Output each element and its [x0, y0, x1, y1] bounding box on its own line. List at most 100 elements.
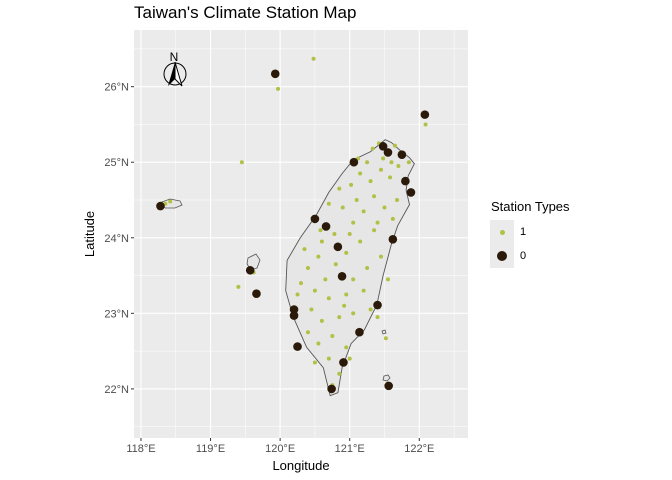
station-point-type0: [349, 157, 359, 167]
station-point-type1: [423, 122, 428, 127]
station-point-type1: [312, 360, 317, 365]
north-arrow-label: N: [170, 50, 179, 64]
station-point-type1: [383, 336, 388, 341]
station-point-type1: [381, 156, 386, 161]
station-point-type0: [270, 69, 280, 79]
station-point-type0: [321, 222, 331, 231]
station-point-type0: [310, 214, 320, 224]
station-point-type0: [252, 289, 261, 298]
station-point-type1: [406, 160, 411, 165]
station-point-type1: [344, 250, 349, 255]
station-point-type1: [337, 186, 342, 191]
station-point-type1: [388, 175, 393, 180]
station-point-type1: [239, 160, 244, 165]
station-point-type0: [293, 342, 302, 351]
station-point-type1: [389, 160, 394, 165]
station-point-type1: [347, 356, 352, 361]
station-point-type1: [312, 288, 317, 293]
station-point-type1: [358, 171, 363, 176]
station-point-type1: [337, 371, 342, 376]
station-point-type1: [375, 315, 380, 320]
x-tick-label: 119°E: [196, 443, 225, 455]
station-point-type1: [396, 164, 401, 168]
station-point-type1: [340, 205, 345, 210]
y-axis-ticks: 22°N 23°N 24°N 25°N 26°N: [104, 82, 134, 396]
station-point-type1: [344, 292, 349, 297]
station-point-type0: [384, 381, 393, 391]
station-point-type1: [305, 266, 310, 270]
station-point-type1: [351, 311, 356, 316]
station-point-type1: [375, 220, 380, 225]
station-point-type1: [323, 277, 328, 282]
station-point-type1: [372, 228, 377, 233]
station-point-type1: [305, 330, 310, 335]
graticule: [134, 30, 468, 438]
station-point-type0: [327, 384, 336, 394]
station-point-type1: [385, 277, 390, 282]
stations-type-0: [156, 69, 430, 394]
station-point-type1: [351, 277, 356, 282]
station-point-type0: [397, 150, 407, 159]
station-point-type1: [390, 216, 395, 221]
station-point-type0: [289, 311, 299, 320]
station-point-type1: [392, 143, 397, 148]
station-point-type1: [311, 56, 316, 61]
station-point-type1: [372, 194, 377, 199]
x-tick-label: 122°E: [404, 443, 434, 455]
island-orchid: [382, 374, 391, 382]
station-point-type1: [319, 239, 324, 244]
station-point-type1: [236, 284, 241, 289]
station-point-type1: [316, 341, 321, 346]
x-tick-label: 121°E: [335, 443, 365, 455]
station-point-type1: [326, 356, 331, 361]
station-point-type1: [395, 198, 400, 202]
station-point-type1: [370, 146, 375, 151]
station-point-type0: [156, 201, 165, 211]
station-point-type1: [337, 315, 342, 320]
station-point-type1: [361, 288, 366, 293]
outlying-islands: [161, 198, 391, 382]
station-point-type0: [289, 305, 299, 314]
station-point-type0: [420, 110, 430, 119]
island-kinmen: [161, 198, 183, 209]
station-point-type1: [299, 281, 303, 286]
station-point-type1: [379, 167, 384, 172]
station-point-type1: [309, 307, 314, 312]
station-point-type1: [344, 345, 349, 350]
legend-key-type0: [490, 244, 514, 268]
legend-symbol-type0: [497, 251, 507, 261]
station-point-type0: [333, 242, 343, 252]
legend-symbol-type1: [499, 229, 505, 235]
station-point-type1: [302, 247, 307, 252]
station-point-type1: [332, 232, 337, 236]
legend-title: Station Types: [491, 199, 570, 214]
y-tick-label: 24°N: [104, 233, 129, 245]
station-point-type1: [358, 239, 363, 244]
map-title: Taiwan's Climate Station Map: [134, 3, 357, 22]
station-point-type1: [168, 199, 173, 204]
y-axis-title: Latitude: [82, 211, 97, 257]
station-point-type1: [368, 179, 373, 184]
station-point-type1: [276, 86, 281, 91]
station-point-type1: [382, 205, 387, 210]
station-point-type0: [337, 272, 347, 281]
station-point-type0: [245, 265, 255, 275]
station-point-type1: [326, 201, 331, 206]
north-arrow-icon: [168, 62, 175, 86]
station-point-type0: [355, 327, 364, 337]
legend-label-type0: 0: [520, 250, 527, 262]
north-arrow-icon-right: [174, 61, 183, 87]
station-point-type1: [365, 160, 370, 165]
station-point-type0: [378, 142, 388, 151]
station-point-type1: [379, 254, 384, 259]
station-point-type1: [351, 220, 356, 225]
y-tick-label: 23°N: [104, 308, 129, 320]
x-tick-label: 120°E: [265, 443, 295, 455]
station-point-type0: [388, 234, 398, 244]
station-point-type0: [373, 300, 382, 310]
station-point-type1: [365, 266, 370, 270]
station-point-type1: [295, 292, 300, 297]
station-point-type1: [319, 318, 324, 323]
station-point-type0: [339, 358, 348, 367]
